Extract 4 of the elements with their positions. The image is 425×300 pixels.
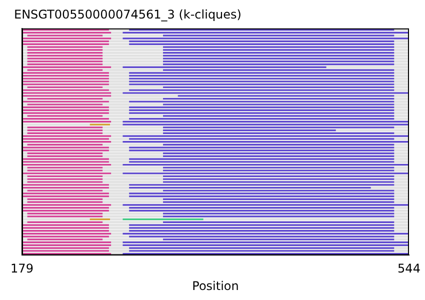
chart-title: ENSGT00550000074561_3 (k-cliques) (14, 7, 242, 22)
x-tick-label: 179 (10, 262, 34, 276)
x-tick-label: 544 (398, 262, 420, 276)
x-axis-title: Position (192, 278, 239, 293)
